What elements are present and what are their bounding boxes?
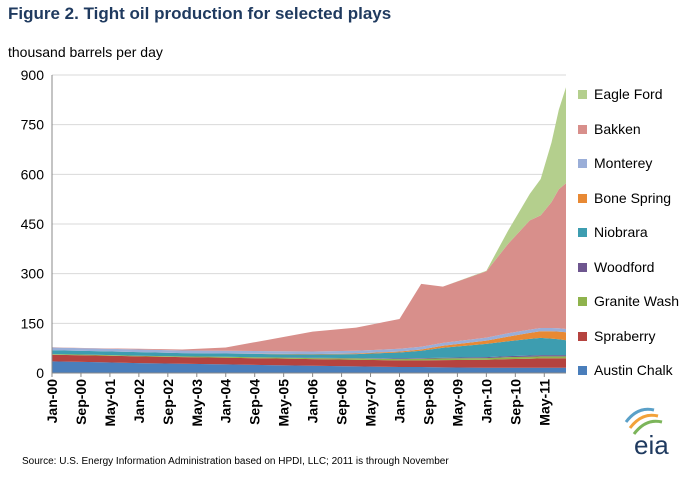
area-monterey [52,328,566,355]
x-tick-label: Jan-10 [478,379,494,424]
chart-title: Figure 2. Tight oil production for selec… [8,4,392,23]
x-tick-label: May-01 [102,379,118,427]
legend-label: Eagle Ford [594,86,663,102]
legend-swatch [578,262,587,272]
legend-label: Niobrara [594,224,648,240]
legend-label: Bone Spring [594,189,672,206]
y-tick-label: 0 [36,365,44,381]
x-tick-label: May-11 [536,379,552,426]
area-spraberry [52,354,566,368]
x-tick-label: Jan-00 [44,379,60,424]
legend-label: Granite Wash [594,293,680,309]
x-tick-label: May-03 [189,379,205,427]
legend-swatch [578,366,587,375]
legend-label: Spraberry [594,327,656,344]
eia-logo: eia [620,402,686,460]
x-tick-label: Sep-10 [507,379,523,425]
x-tick-label: May-05 [276,379,292,427]
x-tick-labels: Jan-00 Sep-00 May-01 Jan-02 Sep-02 May-03 Jan-… [44,373,552,426]
source-note: Source: U.S. Energy Information Administ… [22,456,449,467]
area-niobrara [52,337,566,359]
legend-swatch [578,193,587,203]
y-tick-label: 600 [21,166,45,182]
x-tick-label: Sep-04 [247,379,263,425]
legend-label: Woodford [594,258,655,275]
area-granite-wash [52,354,566,361]
x-tick-label: Sep-06 [334,379,350,425]
svg-text:eia: eia [634,430,669,460]
axes [51,75,566,374]
x-tick-label: Jan-02 [131,379,147,424]
y-axis-label: thousand barrels per day [8,44,163,60]
legend-swatch [578,331,587,341]
legend-label: Austin Chalk [594,362,673,378]
y-tick-label: 750 [21,117,45,133]
x-tick-label: Sep-02 [160,379,176,425]
area-series [52,87,566,373]
x-tick-label: Sep-00 [73,379,89,425]
y-tick-label: 900 [21,67,45,83]
x-tick-label: May-09 [449,379,465,427]
legend-swatch [578,297,587,306]
legend-swatch [578,159,587,168]
y-tick-label: 150 [21,315,45,331]
x-tick-label: Jan-06 [305,379,321,424]
x-tick-label: May-07 [363,379,379,427]
y-tick-labels: 0 150 300 450 600 750 900 [21,67,45,381]
legend-label: Bakken [594,120,641,137]
area-austin-chalk [52,361,566,373]
legend-swatch [578,90,587,99]
area-bakken [52,183,566,352]
y-tick-label: 450 [21,216,45,232]
x-tick-label: Jan-08 [391,379,407,424]
x-tick-label: Jan-04 [218,379,234,424]
y-tick-label: 300 [21,266,45,282]
x-tick-label: Sep-08 [420,379,436,425]
legend-swatch [578,228,587,237]
legend-label: Monterey [594,155,653,171]
legend-swatch [578,124,587,134]
